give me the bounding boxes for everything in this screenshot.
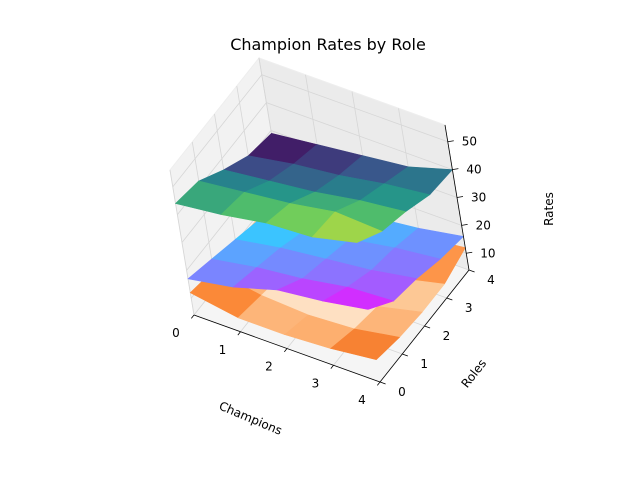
z-tick-label: 50 (462, 135, 477, 149)
y-tick-label: 0 (398, 385, 406, 399)
surface-face (322, 286, 395, 310)
surface-face (330, 328, 401, 361)
x-tick-label: 4 (358, 393, 366, 407)
x-tick (191, 314, 195, 319)
z-tick (447, 140, 454, 143)
surfaces (174, 132, 466, 361)
x-tick-label: 3 (312, 376, 320, 390)
z-tick (461, 223, 468, 226)
z-tick-label: 30 (471, 191, 486, 205)
y-tick (379, 381, 386, 385)
y-tick-label: 2 (443, 329, 451, 343)
y-tick-label: 3 (465, 301, 473, 315)
x-tick (284, 348, 288, 353)
y-axis-label: Roles (458, 357, 489, 391)
y-tick (468, 269, 475, 273)
z-axis-label: Rates (542, 192, 556, 226)
z-gridline (172, 74, 448, 187)
x-tick-label: 0 (172, 326, 180, 340)
x-axis-label: Champions (217, 399, 284, 438)
y-tick (424, 325, 431, 329)
x-tick-label: 2 (265, 360, 273, 374)
z-tick (466, 251, 473, 254)
x-tick (377, 381, 381, 386)
x-tick-label: 1 (219, 343, 227, 357)
y-tick (446, 297, 453, 301)
y-tick-label: 1 (420, 357, 428, 371)
surface-face (311, 211, 383, 243)
y-tick (402, 353, 408, 357)
chart-title: Champion Rates by Role (230, 35, 426, 54)
z-tick-label: 10 (480, 246, 495, 260)
z-tick-label: 20 (476, 218, 491, 232)
x-tick (237, 331, 241, 336)
x-tick (330, 365, 334, 369)
z-tick-label: 40 (466, 163, 481, 177)
z-tick (456, 196, 464, 198)
z-tick (452, 168, 459, 171)
y-tick-label: 4 (487, 273, 495, 287)
